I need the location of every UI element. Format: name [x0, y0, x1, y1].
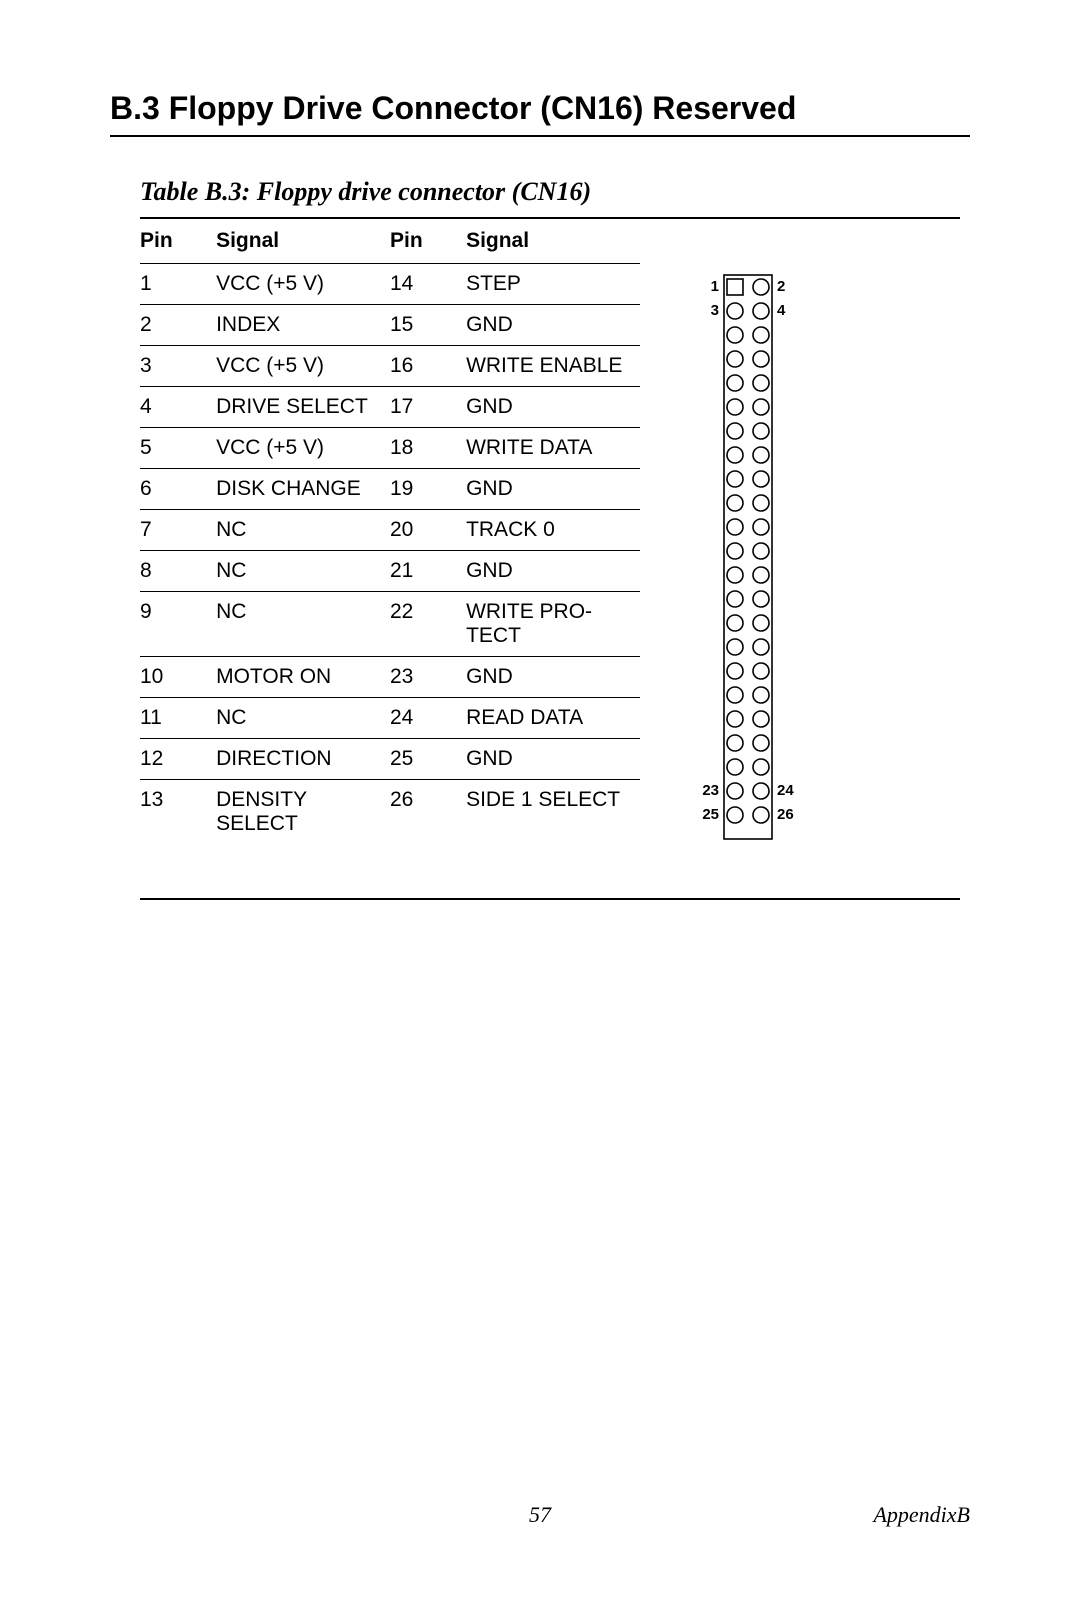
cell-signal: VCC (+5 V): [216, 346, 390, 387]
svg-text:23: 23: [702, 782, 719, 799]
pinout-table: Pin Signal Pin Signal 1VCC (+5 V)14STEP2…: [140, 219, 640, 844]
cell-pin: 11: [140, 698, 216, 739]
cell-signal: GND: [466, 739, 640, 780]
cell-pin: 4: [140, 387, 216, 428]
cell-signal: DIRECTION: [216, 739, 390, 780]
cell-signal: GND: [466, 305, 640, 346]
cell-signal: GND: [466, 551, 640, 592]
svg-text:26: 26: [777, 806, 794, 823]
cell-pin: 17: [390, 387, 466, 428]
table-row: 6DISK CHANGE19GND: [140, 469, 640, 510]
cell-signal: WRITE DATA: [466, 428, 640, 469]
svg-text:4: 4: [777, 302, 786, 319]
cell-signal: NC: [216, 698, 390, 739]
cell-pin: 6: [140, 469, 216, 510]
cell-pin: 3: [140, 346, 216, 387]
cell-pin: 7: [140, 510, 216, 551]
cell-signal: STEP: [466, 264, 640, 305]
svg-text:3: 3: [711, 302, 719, 319]
section-heading: B.3 Floppy Drive Connector (CN16) Reserv…: [110, 90, 970, 127]
svg-text:2: 2: [777, 278, 785, 295]
th-signal-a: Signal: [216, 219, 390, 264]
th-pin-b: Pin: [390, 219, 466, 264]
cell-pin: 8: [140, 551, 216, 592]
cell-signal: GND: [466, 657, 640, 698]
table-row: 2INDEX15GND: [140, 305, 640, 346]
cell-pin: 15: [390, 305, 466, 346]
cell-signal: DISK CHANGE: [216, 469, 390, 510]
cell-pin: 12: [140, 739, 216, 780]
cell-signal: READ DATA: [466, 698, 640, 739]
cell-pin: 10: [140, 657, 216, 698]
table-row: 1VCC (+5 V)14STEP: [140, 264, 640, 305]
cell-signal: MOTOR ON: [216, 657, 390, 698]
table-row: 3VCC (+5 V)16WRITE ENABLE: [140, 346, 640, 387]
appendix-label: AppendixB: [873, 1502, 970, 1528]
cell-pin: 14: [390, 264, 466, 305]
table-row: 9NC22WRITE PRO-TECT: [140, 592, 640, 657]
cell-signal: GND: [466, 387, 640, 428]
table-row: 10MOTOR ON23GND: [140, 657, 640, 698]
th-signal-b: Signal: [466, 219, 640, 264]
svg-text:24: 24: [777, 782, 794, 799]
th-pin-a: Pin: [140, 219, 216, 264]
cell-signal: NC: [216, 592, 390, 657]
cell-signal: VCC (+5 V): [216, 264, 390, 305]
cell-pin: 24: [390, 698, 466, 739]
table-row: 7NC20TRACK 0: [140, 510, 640, 551]
svg-text:1: 1: [711, 278, 719, 295]
cell-signal: DRIVE SELECT: [216, 387, 390, 428]
cell-pin: 25: [390, 739, 466, 780]
cell-pin: 22: [390, 592, 466, 657]
cell-signal: WRITE ENABLE: [466, 346, 640, 387]
table-row: 12DIRECTION25GND: [140, 739, 640, 780]
cell-signal: DENSITY SELECT: [216, 780, 390, 845]
cell-signal: TRACK 0: [466, 510, 640, 551]
cell-signal: NC: [216, 510, 390, 551]
table-caption: Table B.3: Floppy drive connector (CN16): [140, 177, 960, 219]
cell-pin: 16: [390, 346, 466, 387]
connector-diagram: 123423242526: [680, 269, 830, 878]
cell-signal: WRITE PRO-TECT: [466, 592, 640, 657]
cell-pin: 23: [390, 657, 466, 698]
cell-signal: GND: [466, 469, 640, 510]
cell-pin: 13: [140, 780, 216, 845]
cell-pin: 1: [140, 264, 216, 305]
cell-pin: 20: [390, 510, 466, 551]
table-row: 5VCC (+5 V)18WRITE DATA: [140, 428, 640, 469]
cell-signal: NC: [216, 551, 390, 592]
svg-text:25: 25: [702, 806, 719, 823]
cell-pin: 18: [390, 428, 466, 469]
cell-pin: 19: [390, 469, 466, 510]
cell-signal: SIDE 1 SELECT: [466, 780, 640, 845]
cell-pin: 26: [390, 780, 466, 845]
cell-pin: 5: [140, 428, 216, 469]
cell-pin: 9: [140, 592, 216, 657]
page-footer: 57 AppendixB: [110, 1502, 970, 1528]
table-row: 11NC24READ DATA: [140, 698, 640, 739]
cell-signal: VCC (+5 V): [216, 428, 390, 469]
page-number: 57: [529, 1502, 551, 1528]
cell-pin: 21: [390, 551, 466, 592]
table-row: 13DENSITY SELECT26SIDE 1 SELECT: [140, 780, 640, 845]
table-row: 8NC21GND: [140, 551, 640, 592]
cell-pin: 2: [140, 305, 216, 346]
heading-rule: [110, 135, 970, 137]
table-row: 4DRIVE SELECT17GND: [140, 387, 640, 428]
cell-signal: INDEX: [216, 305, 390, 346]
